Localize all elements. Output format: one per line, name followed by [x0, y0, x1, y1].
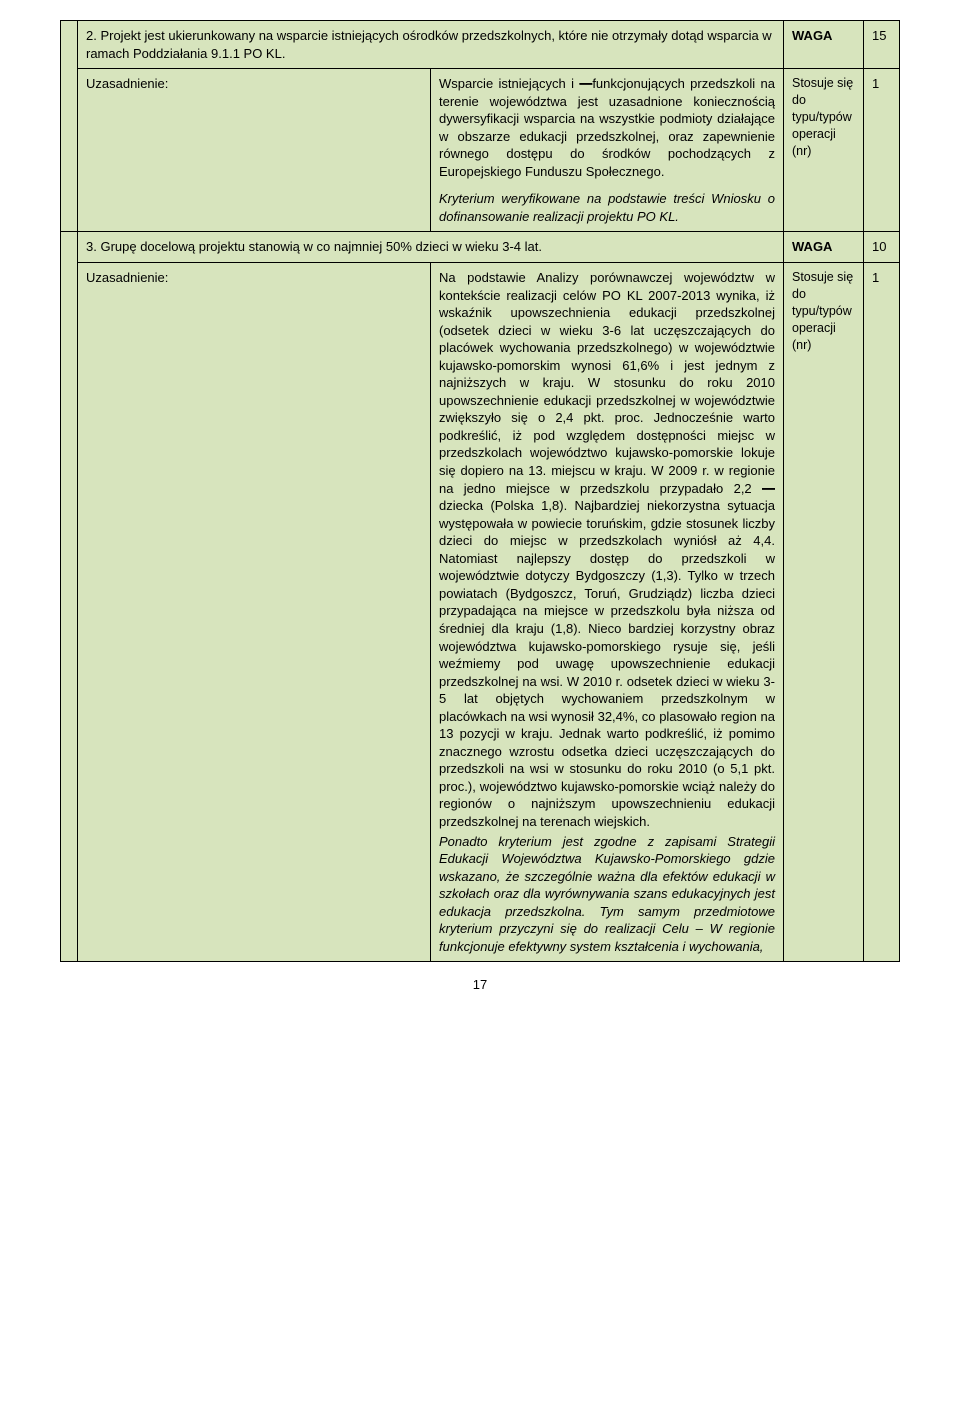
criterion-3-title: 3. Grupę docelową projektu stanowią w co…: [78, 232, 784, 263]
waga-label: WAGA: [784, 232, 864, 263]
criterion-title-text: 3. Grupę docelową projektu stanowią w co…: [86, 239, 542, 254]
table-row: 3. Grupę docelową projektu stanowią w co…: [61, 232, 900, 263]
table-row: 2. Projekt jest ukierunkowany na wsparci…: [61, 21, 900, 69]
stosuje-value: 1: [864, 263, 900, 962]
stosuje-label: Stosuje się do typu/typów operacji (nr): [784, 263, 864, 962]
page-number: 17: [60, 976, 900, 994]
body-text: Wsparcie istniejących i: [439, 76, 579, 91]
body-text: Ponadto kryterium jest zgodne z zapisami…: [439, 834, 775, 954]
table-row: Uzasadnienie: Na podstawie Analizy porów…: [61, 263, 900, 962]
spacer-cell: [61, 21, 78, 232]
criterion-title-text: 2. Projekt jest ukierunkowany na wsparci…: [86, 28, 772, 61]
spacer-cell: [61, 232, 78, 962]
strike-text: —: [579, 76, 592, 91]
stosuje-label: Stosuje się do typu/typów operacji (nr): [784, 69, 864, 232]
body-text: dziecka (Polska 1,8). Najbardziej niekor…: [439, 498, 775, 829]
waga-value: 15: [864, 21, 900, 69]
uzasadnienie-label: Uzasadnienie:: [78, 263, 431, 962]
body-paragraph: Ponadto kryterium jest zgodne z zapisami…: [439, 833, 775, 956]
waga-label: WAGA: [784, 21, 864, 69]
body-paragraph-italic: Kryterium weryfikowane na podstawie treś…: [439, 190, 775, 225]
body-paragraph: Na podstawie Analizy porównawczej wojewó…: [439, 269, 775, 831]
criterion-2-body: Wsparcie istniejących i —funkcjonujących…: [431, 69, 784, 232]
body-text: funkcjonujących przedszkoli na terenie w…: [439, 76, 775, 179]
waga-value: 10: [864, 232, 900, 263]
stosuje-value: 1: [864, 69, 900, 232]
body-paragraph: Wsparcie istniejących i —funkcjonujących…: [439, 75, 775, 180]
criterion-3-body: Na podstawie Analizy porównawczej wojewó…: [431, 263, 784, 962]
uzasadnienie-label: Uzasadnienie:: [78, 69, 431, 232]
body-text: Na podstawie Analizy porównawczej wojewó…: [439, 270, 775, 496]
criterion-2-title: 2. Projekt jest ukierunkowany na wsparci…: [78, 21, 784, 69]
strike-text: —: [762, 481, 775, 496]
criteria-table: 2. Projekt jest ukierunkowany na wsparci…: [60, 20, 900, 962]
table-row: Uzasadnienie: Wsparcie istniejących i —f…: [61, 69, 900, 232]
